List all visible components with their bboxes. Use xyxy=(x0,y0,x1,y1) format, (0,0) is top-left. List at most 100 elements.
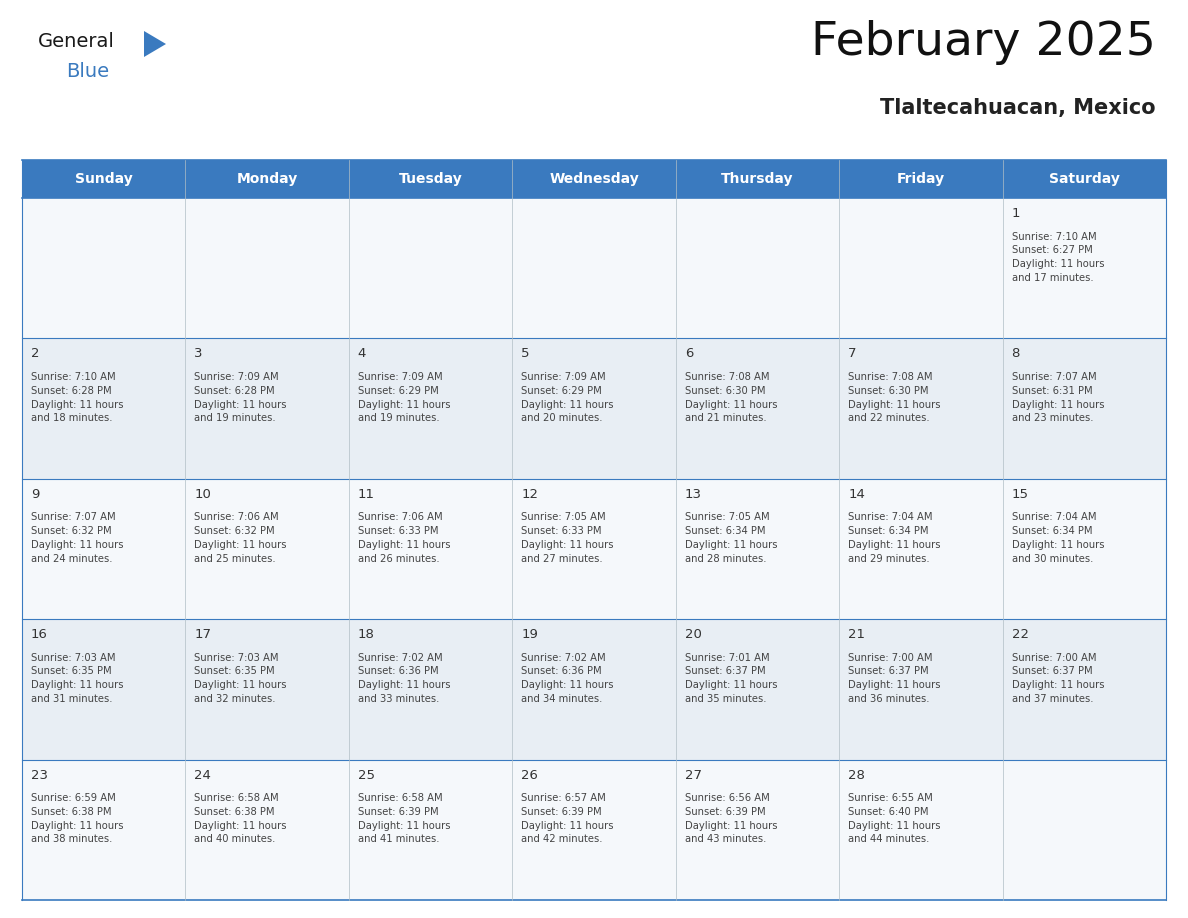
Text: Sunrise: 6:58 AM: Sunrise: 6:58 AM xyxy=(358,793,442,803)
Text: and 20 minutes.: and 20 minutes. xyxy=(522,413,602,423)
Text: Thursday: Thursday xyxy=(721,172,794,186)
Text: Sunrise: 6:56 AM: Sunrise: 6:56 AM xyxy=(684,793,770,803)
Text: Sunset: 6:40 PM: Sunset: 6:40 PM xyxy=(848,807,929,817)
Text: Sunset: 6:38 PM: Sunset: 6:38 PM xyxy=(195,807,274,817)
Bar xyxy=(676,759,839,900)
Text: Sunset: 6:35 PM: Sunset: 6:35 PM xyxy=(31,666,112,677)
Text: Daylight: 11 hours: Daylight: 11 hours xyxy=(1011,540,1104,550)
Text: Daylight: 11 hours: Daylight: 11 hours xyxy=(358,821,450,831)
Text: Daylight: 11 hours: Daylight: 11 hours xyxy=(848,821,941,831)
Text: and 37 minutes.: and 37 minutes. xyxy=(1011,694,1093,704)
Text: Daylight: 11 hours: Daylight: 11 hours xyxy=(358,680,450,690)
Text: and 32 minutes.: and 32 minutes. xyxy=(195,694,276,704)
Text: and 19 minutes.: and 19 minutes. xyxy=(195,413,276,423)
Text: Sunrise: 6:57 AM: Sunrise: 6:57 AM xyxy=(522,793,606,803)
Text: Sunset: 6:33 PM: Sunset: 6:33 PM xyxy=(358,526,438,536)
Text: 19: 19 xyxy=(522,628,538,641)
Text: 3: 3 xyxy=(195,347,203,361)
Text: Monday: Monday xyxy=(236,172,298,186)
Text: Daylight: 11 hours: Daylight: 11 hours xyxy=(522,821,614,831)
Bar xyxy=(676,620,839,759)
Text: Blue: Blue xyxy=(67,62,109,81)
Text: Daylight: 11 hours: Daylight: 11 hours xyxy=(31,399,124,409)
Text: Sunrise: 7:02 AM: Sunrise: 7:02 AM xyxy=(358,653,442,663)
Bar xyxy=(185,198,349,339)
Text: and 35 minutes.: and 35 minutes. xyxy=(684,694,766,704)
Text: Sunrise: 7:06 AM: Sunrise: 7:06 AM xyxy=(358,512,442,522)
Text: Sunrise: 7:09 AM: Sunrise: 7:09 AM xyxy=(522,372,606,382)
Text: Sunrise: 7:02 AM: Sunrise: 7:02 AM xyxy=(522,653,606,663)
Text: Daylight: 11 hours: Daylight: 11 hours xyxy=(31,540,124,550)
Text: and 42 minutes.: and 42 minutes. xyxy=(522,834,602,845)
Bar xyxy=(23,160,1165,198)
Text: 9: 9 xyxy=(31,487,39,501)
Text: Daylight: 11 hours: Daylight: 11 hours xyxy=(1011,680,1104,690)
Bar xyxy=(185,759,349,900)
Text: Daylight: 11 hours: Daylight: 11 hours xyxy=(195,540,287,550)
Text: and 41 minutes.: and 41 minutes. xyxy=(358,834,440,845)
Text: Sunrise: 6:59 AM: Sunrise: 6:59 AM xyxy=(31,793,115,803)
Text: Daylight: 11 hours: Daylight: 11 hours xyxy=(1011,259,1104,269)
Text: Sunset: 6:37 PM: Sunset: 6:37 PM xyxy=(1011,666,1092,677)
Text: Daylight: 11 hours: Daylight: 11 hours xyxy=(31,821,124,831)
Bar xyxy=(676,339,839,479)
Text: 27: 27 xyxy=(684,768,702,781)
Text: 12: 12 xyxy=(522,487,538,501)
Text: Daylight: 11 hours: Daylight: 11 hours xyxy=(848,680,941,690)
Text: Daylight: 11 hours: Daylight: 11 hours xyxy=(522,540,614,550)
Bar xyxy=(839,339,1003,479)
Text: Sunrise: 7:09 AM: Sunrise: 7:09 AM xyxy=(358,372,442,382)
Text: Sunrise: 7:03 AM: Sunrise: 7:03 AM xyxy=(195,653,279,663)
Text: 11: 11 xyxy=(358,487,375,501)
Text: Wednesday: Wednesday xyxy=(549,172,639,186)
Text: Sunset: 6:37 PM: Sunset: 6:37 PM xyxy=(684,666,765,677)
Text: Daylight: 11 hours: Daylight: 11 hours xyxy=(848,540,941,550)
Text: Sunrise: 7:04 AM: Sunrise: 7:04 AM xyxy=(848,512,933,522)
Text: Sunset: 6:36 PM: Sunset: 6:36 PM xyxy=(358,666,438,677)
Text: and 21 minutes.: and 21 minutes. xyxy=(684,413,766,423)
Text: 22: 22 xyxy=(1011,628,1029,641)
Text: Sunset: 6:32 PM: Sunset: 6:32 PM xyxy=(195,526,276,536)
Text: Sunset: 6:33 PM: Sunset: 6:33 PM xyxy=(522,526,602,536)
Text: Sunrise: 7:08 AM: Sunrise: 7:08 AM xyxy=(684,372,769,382)
Text: 4: 4 xyxy=(358,347,366,361)
Bar xyxy=(23,759,185,900)
Text: and 44 minutes.: and 44 minutes. xyxy=(848,834,929,845)
Text: General: General xyxy=(38,32,115,51)
Text: Daylight: 11 hours: Daylight: 11 hours xyxy=(195,680,287,690)
Text: 26: 26 xyxy=(522,768,538,781)
Text: and 28 minutes.: and 28 minutes. xyxy=(684,554,766,564)
Bar xyxy=(512,620,676,759)
Text: 25: 25 xyxy=(358,768,375,781)
Text: Daylight: 11 hours: Daylight: 11 hours xyxy=(848,399,941,409)
Text: 2: 2 xyxy=(31,347,39,361)
Bar xyxy=(839,479,1003,620)
Bar xyxy=(349,339,512,479)
Text: and 17 minutes.: and 17 minutes. xyxy=(1011,273,1093,283)
Bar xyxy=(23,479,185,620)
Text: February 2025: February 2025 xyxy=(811,20,1156,65)
Text: 16: 16 xyxy=(31,628,48,641)
Bar xyxy=(512,479,676,620)
Text: 8: 8 xyxy=(1011,347,1020,361)
Text: Tlaltecahuacan, Mexico: Tlaltecahuacan, Mexico xyxy=(880,98,1156,118)
Text: 5: 5 xyxy=(522,347,530,361)
Text: Daylight: 11 hours: Daylight: 11 hours xyxy=(684,399,777,409)
Text: Sunrise: 7:07 AM: Sunrise: 7:07 AM xyxy=(31,512,115,522)
Bar xyxy=(839,620,1003,759)
Text: Sunrise: 7:05 AM: Sunrise: 7:05 AM xyxy=(522,512,606,522)
Bar xyxy=(512,759,676,900)
Text: Sunset: 6:31 PM: Sunset: 6:31 PM xyxy=(1011,386,1092,396)
Text: 23: 23 xyxy=(31,768,48,781)
Text: and 19 minutes.: and 19 minutes. xyxy=(358,413,440,423)
Text: Sunset: 6:36 PM: Sunset: 6:36 PM xyxy=(522,666,602,677)
Text: Sunrise: 6:58 AM: Sunrise: 6:58 AM xyxy=(195,793,279,803)
Bar xyxy=(349,620,512,759)
Text: Daylight: 11 hours: Daylight: 11 hours xyxy=(522,680,614,690)
Bar xyxy=(1003,198,1165,339)
Text: Sunset: 6:32 PM: Sunset: 6:32 PM xyxy=(31,526,112,536)
Bar xyxy=(185,620,349,759)
Text: and 29 minutes.: and 29 minutes. xyxy=(848,554,930,564)
Text: Daylight: 11 hours: Daylight: 11 hours xyxy=(1011,399,1104,409)
Text: and 38 minutes.: and 38 minutes. xyxy=(31,834,113,845)
